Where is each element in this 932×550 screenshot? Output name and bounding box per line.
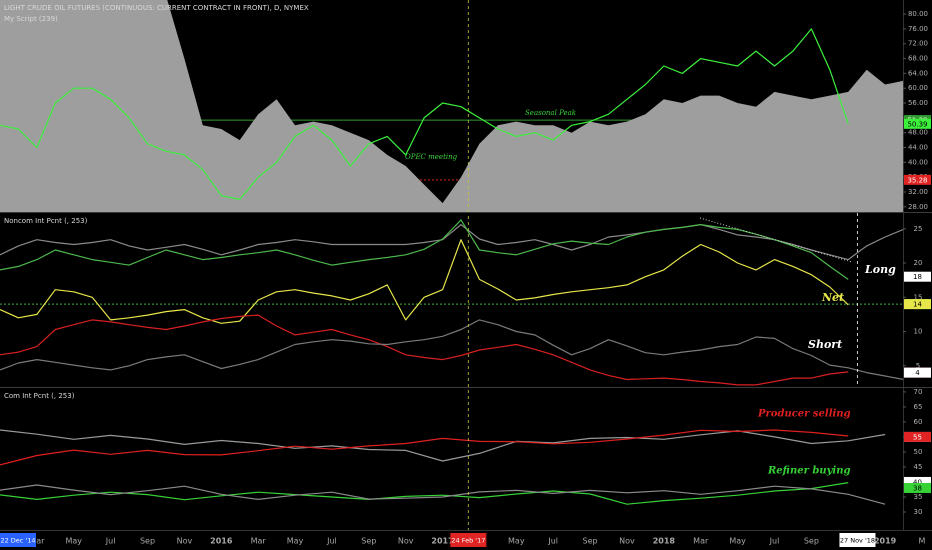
x-tick-label: Nov	[619, 537, 635, 546]
x-tick-label: May	[65, 537, 82, 546]
annotation: OPEC meeting	[405, 153, 458, 161]
pane-title: Com Int Pcnt (, 253)	[4, 392, 75, 400]
y-tick-label: 32.00	[908, 188, 928, 196]
y-tick-label: 30	[914, 508, 923, 516]
price-badge	[904, 118, 931, 129]
y-tick-label: 65	[914, 403, 923, 411]
price-badge	[904, 431, 931, 442]
price-badge	[904, 476, 931, 487]
overlay: Seasonal Peak OPEC meeting LIGHT CRUDE OIL…	[0, 4, 931, 547]
pane	[0, 219, 903, 386]
plots	[0, 0, 903, 530]
price-badge	[904, 271, 931, 282]
y-tick-label: 40.00	[908, 158, 928, 166]
x-tick-label: 2019	[874, 537, 897, 546]
x-tick-label: Jul	[769, 537, 780, 546]
price-badge-label: 50.39	[907, 120, 927, 128]
date-badge	[839, 533, 876, 547]
x-tick-label: 2018	[653, 537, 676, 546]
x-tick-label: Mar	[29, 537, 45, 546]
line	[0, 484, 886, 505]
annotation: Long	[864, 263, 896, 276]
x-tick-label: Jul	[105, 537, 116, 546]
y-tick-label: 76.00	[908, 25, 928, 33]
x-tick-label: Sep	[140, 537, 155, 546]
price-badge	[904, 367, 931, 378]
y-tick-label: 64.00	[908, 69, 928, 77]
price-badge	[904, 299, 931, 310]
date-badge-label: 24 Feb '17	[451, 537, 485, 545]
y-tick-label: 35	[914, 493, 923, 501]
line	[0, 482, 849, 505]
y-tick-label: 56.00	[908, 99, 928, 107]
x-tick-label: Sep	[804, 537, 819, 546]
line	[0, 219, 849, 280]
line	[0, 28, 849, 200]
y-tick-label: 44.00	[908, 144, 928, 152]
line	[0, 429, 849, 466]
line	[0, 239, 849, 324]
date-badge-label: 27 Nov '18	[840, 537, 875, 545]
line	[0, 314, 849, 386]
y-tick-label: 68.00	[908, 55, 928, 63]
x-tick-label: Sep	[361, 537, 376, 546]
x-tick-label: 2017	[431, 537, 453, 546]
line	[0, 319, 903, 380]
x-tick-label: Jul	[326, 537, 337, 546]
x-tick-label: Nov	[177, 537, 193, 546]
x-tick-label: Mar	[251, 537, 267, 546]
y-tick-label: 48.00	[908, 129, 928, 137]
y-tick-label: 60	[914, 418, 923, 426]
y-tick-label: 72.00	[908, 40, 928, 48]
y-tick-label: 5	[916, 362, 920, 370]
annotation: Short	[808, 338, 842, 351]
pane	[0, 0, 903, 212]
price-badge	[904, 482, 931, 493]
line	[0, 224, 903, 261]
y-tick-label: 50	[914, 448, 923, 456]
area	[0, 0, 903, 212]
y-tick-label: 80.00	[908, 10, 928, 18]
x-tick-label: 2016	[210, 537, 233, 546]
date-badge	[450, 533, 487, 547]
x-tick-label: Sep	[583, 537, 598, 546]
y-tick-label: 25	[914, 225, 923, 233]
y-tick-label: 28.00	[908, 203, 928, 211]
y-tick-label: 60.00	[908, 84, 928, 92]
pane-title: Noncom Int Pcnt (, 253)	[4, 217, 88, 225]
price-badge-label: 14	[913, 301, 922, 309]
x-tick-label: M	[919, 537, 926, 546]
annotation: Net	[821, 291, 844, 304]
pane-title: LIGHT CRUDE OIL FUTURES (CONTINUOUS: CUR…	[4, 4, 309, 12]
annotation: Producer selling	[757, 409, 851, 420]
pane	[0, 429, 886, 505]
annotation: Refiner buying	[767, 466, 850, 477]
price-badge	[904, 174, 931, 185]
price-badge-label: 18	[913, 273, 922, 281]
y-tick-label: 70	[914, 388, 923, 396]
y-tick-label: 20	[914, 259, 923, 267]
x-tick-label: May	[508, 537, 525, 546]
price-badge-label: 55	[913, 433, 922, 441]
annotation: Seasonal Peak	[525, 109, 576, 117]
price-badge-label: 4	[915, 369, 920, 377]
y-tick-label: 45	[914, 463, 923, 471]
price-badge-label: 40	[913, 478, 922, 486]
price-badge-label: 35.28	[907, 176, 927, 184]
x-tick-label: Jul	[547, 537, 558, 546]
pane-subtitle: My Script (239)	[4, 15, 58, 23]
x-tick-label: Nov	[398, 537, 414, 546]
x-tick-label: May	[287, 537, 304, 546]
y-tick-label: 10	[914, 328, 923, 336]
x-tick-label: Mar	[693, 537, 709, 546]
price-badge-label: 38	[913, 484, 922, 492]
date-badge	[0, 533, 36, 547]
date-badge-label: 22 Dec '14	[0, 537, 35, 545]
x-tick-label: May	[729, 537, 746, 546]
y-tick-label: 15	[914, 293, 923, 301]
